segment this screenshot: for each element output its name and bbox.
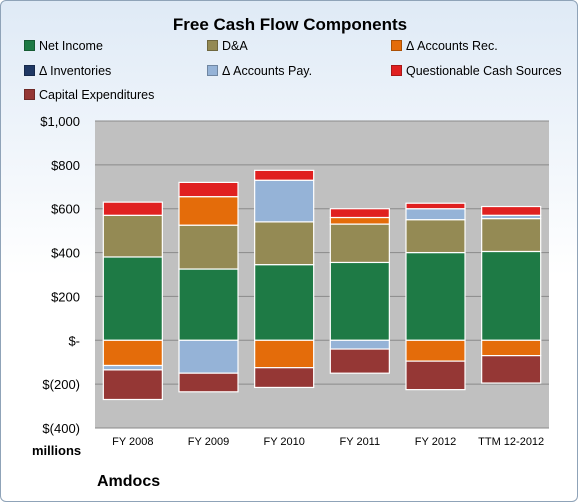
bar-segment [254, 221, 315, 266]
bar-segment [329, 261, 390, 341]
bar-segment [178, 224, 239, 270]
bar-segment [254, 367, 315, 389]
bar-segment [481, 339, 542, 357]
bar-segment [102, 256, 163, 341]
bar-segment [178, 268, 239, 341]
bar-segment [405, 339, 466, 362]
bar-segment [481, 250, 542, 341]
bar-segment [254, 264, 315, 341]
legend-item-da: D&A [207, 39, 248, 53]
x-tick-label: FY 2012 [415, 436, 456, 448]
legend-swatch-accounts-pay [207, 65, 218, 77]
legend-label: Δ Accounts Pay. [222, 64, 313, 78]
bar-segment [254, 339, 315, 369]
bar-segment [102, 339, 163, 367]
y-tick-label: $600 [51, 202, 80, 217]
bar-segment [329, 208, 390, 219]
legend-item-accounts-pay: Δ Accounts Pay. [207, 64, 312, 78]
legend-label: D&A [222, 39, 248, 53]
bar-segment [481, 217, 542, 253]
y-tick-label: $(400) [42, 421, 80, 436]
bar-segment [254, 169, 315, 181]
legend-label: Questionable Cash Sources [406, 64, 562, 78]
legend-item-capex: Capital Expenditures [24, 88, 154, 102]
legend-item-accounts-rec: Δ Accounts Rec. [391, 39, 498, 53]
bar-segment [178, 196, 239, 226]
bar-segment [329, 223, 390, 264]
x-tick-label: TTM 12-2012 [478, 436, 544, 448]
legend-item-inventories: Δ Inventories [24, 64, 111, 78]
bar-segment [102, 369, 163, 401]
legend-label: Δ Inventories [39, 64, 112, 78]
legend-swatch-inventories [24, 65, 35, 77]
legend-swatch-da [207, 40, 218, 52]
bar-segment [405, 202, 466, 210]
bar-segment [329, 339, 390, 350]
units-label: millions [32, 443, 82, 458]
bar-segment [254, 179, 315, 223]
bar-segment [481, 355, 542, 384]
bar-segment [329, 348, 390, 374]
legend-swatch-capex [24, 89, 35, 101]
y-tick-label: $800 [51, 158, 80, 173]
legend-label: Δ Accounts Rec. [406, 39, 498, 53]
legend-swatch-questionable-cash [391, 65, 402, 77]
legend-item-questionable-cash: Questionable Cash Sources [391, 64, 562, 78]
bar-segment [405, 251, 466, 341]
y-tick-label: $1,000 [40, 114, 80, 129]
company-label: Amdocs [97, 473, 161, 490]
bar-segment [102, 214, 163, 258]
bar-segment [102, 201, 163, 216]
bar-segment [405, 208, 466, 221]
bar-segment [102, 364, 163, 371]
legend-swatch-accounts-rec [391, 40, 402, 52]
legend-label: Net Income [39, 39, 103, 53]
bar-segment [178, 181, 239, 198]
x-tick-label: FY 2009 [188, 436, 229, 448]
bar-segment [178, 339, 239, 374]
x-tick-label: FY 2010 [263, 436, 304, 448]
y-tick-label: $(200) [42, 377, 80, 392]
x-tick-label: FY 2008 [112, 436, 153, 448]
legend-item-net-income: Net Income [24, 39, 103, 53]
bar-segment [481, 205, 542, 216]
bar-segment [178, 372, 239, 393]
bar-segment [405, 360, 466, 391]
y-tick-label: $200 [51, 289, 80, 304]
legend-label: Capital Expenditures [39, 88, 155, 102]
y-tick-label: $400 [51, 246, 80, 261]
legend-swatch-net-income [24, 40, 35, 52]
plot-area [95, 121, 549, 428]
bar-segment [405, 219, 466, 254]
chart-title: Free Cash Flow Components [172, 15, 408, 34]
x-tick-label: FY 2011 [340, 436, 381, 448]
bar-segment [329, 216, 390, 225]
y-tick-label: $- [68, 333, 80, 348]
